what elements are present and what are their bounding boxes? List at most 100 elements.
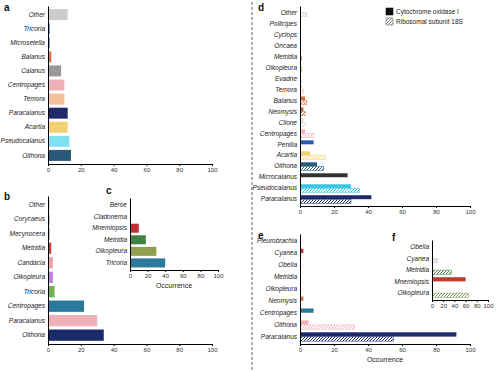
tick-label: 80 — [433, 209, 440, 215]
tick: 80 — [176, 164, 183, 173]
category-label: Oncaea — [274, 42, 297, 49]
tick-mark — [454, 300, 455, 302]
tick-label: 0 — [47, 347, 51, 353]
tick-mark — [212, 344, 213, 346]
bar — [48, 122, 68, 133]
category-label: Balanus — [274, 97, 298, 104]
tick: Oithona — [22, 151, 48, 158]
tick: 100 — [483, 300, 494, 309]
x-axis: 020406080100 — [47, 164, 218, 173]
y-axis: ObeliaCyaneaMetridiaMnemiopsisOikopleura — [394, 241, 432, 301]
tick-mark — [334, 344, 335, 346]
tick: Paracalanus — [9, 317, 48, 324]
plot-area — [48, 199, 104, 341]
category-label: Metridia — [274, 273, 298, 280]
tick-label: 0 — [129, 273, 133, 279]
axis-line — [432, 241, 433, 301]
tick: Paracalanus — [261, 195, 300, 202]
tick-mark — [368, 344, 369, 346]
tick-mark — [470, 206, 471, 208]
tick-label: 100 — [207, 347, 218, 353]
x-axis: 020406080100 — [47, 344, 218, 353]
category-label: Evadne — [275, 75, 297, 82]
category-label: Oithona — [274, 162, 297, 169]
y-axis: PleurobrachiaCyaneaObeliaMetridiaOikople… — [257, 235, 301, 345]
tick: 100 — [207, 164, 218, 173]
tick-mark — [402, 344, 403, 346]
tick-label: 60 — [399, 347, 406, 353]
tick: Oikopleura — [266, 64, 300, 72]
tick-label: 60 — [399, 209, 406, 215]
axis-line — [301, 345, 471, 347]
legend-swatch — [386, 18, 393, 25]
bar — [48, 301, 84, 312]
tick: 40 — [111, 164, 118, 173]
tick: Centropages — [260, 130, 300, 138]
category-label: Obelia — [278, 261, 297, 268]
bar — [48, 150, 71, 161]
tick: 60 — [399, 344, 406, 353]
tick-label: 80 — [176, 347, 183, 353]
tick: Pollicipes — [270, 20, 300, 28]
category-label: Microcalanus — [259, 173, 298, 180]
tick: 20 — [331, 344, 338, 353]
tick-label: 100 — [207, 167, 218, 173]
tick-label: 40 — [111, 347, 118, 353]
tick: Balanus — [22, 53, 49, 60]
category-label: Metridia — [274, 53, 298, 60]
category-label: Other — [281, 9, 298, 16]
tick-mark — [368, 206, 369, 208]
tick: 0 — [47, 344, 51, 353]
bar — [300, 188, 360, 192]
tick-mark — [148, 270, 149, 272]
category-label: Mecynocera — [10, 230, 46, 238]
tick: 0 — [431, 300, 435, 309]
bar — [48, 330, 104, 341]
y-axis: OtherCorycaeusMecynoceraMetridiaCandacia… — [8, 197, 49, 345]
axis-line — [300, 235, 301, 345]
category-label: Cladonema — [94, 213, 128, 220]
tick: Cyanea — [407, 255, 432, 263]
category-label: Cyanea — [407, 255, 430, 263]
tick-mark — [81, 344, 82, 346]
tick: Oikopleura — [96, 247, 130, 255]
bar — [300, 151, 310, 155]
bar — [432, 270, 452, 274]
x-axis: 020406080100 — [299, 344, 476, 353]
tick-label: 100 — [213, 273, 224, 279]
category-label: Oikopleura — [266, 285, 298, 293]
plot-area — [300, 13, 371, 204]
legend-swatch — [386, 8, 393, 15]
tick-mark — [146, 344, 147, 346]
x-axis: 020406080100 — [129, 270, 224, 279]
tick-label: 40 — [111, 167, 118, 173]
bar — [130, 247, 156, 256]
category-label: Cyclops — [274, 31, 298, 39]
y-axis: OtherTricoriaMicrosetellaBalanusCalanusC… — [1, 7, 49, 165]
tick: Tricoria — [106, 259, 130, 266]
x-axis-title: Occurrence — [156, 282, 192, 289]
tick-label: 20 — [331, 209, 338, 215]
tick-label: 60 — [180, 273, 187, 279]
tick: 60 — [180, 270, 187, 279]
tick: Cyclops — [274, 31, 300, 39]
tick-mark — [114, 344, 115, 346]
tick: 0 — [129, 270, 133, 279]
bar — [300, 195, 371, 199]
tick: 60 — [399, 206, 406, 215]
tick: 100 — [465, 344, 476, 353]
tick: 80 — [433, 206, 440, 215]
category-label: Obelia — [410, 243, 429, 250]
x-axis: 020406080100 — [299, 206, 476, 215]
panel-label: f — [392, 232, 396, 243]
tick-mark — [436, 206, 437, 208]
tick: Oithona — [22, 331, 48, 338]
plot-area — [432, 243, 468, 298]
axis-line — [49, 165, 213, 167]
tick-label: 40 — [162, 273, 169, 279]
panel-label: a — [4, 2, 10, 13]
tick: 80 — [176, 344, 183, 353]
tick: Obelia — [410, 243, 432, 250]
tick: Oikopleura — [266, 285, 300, 293]
tick: 20 — [78, 344, 85, 353]
